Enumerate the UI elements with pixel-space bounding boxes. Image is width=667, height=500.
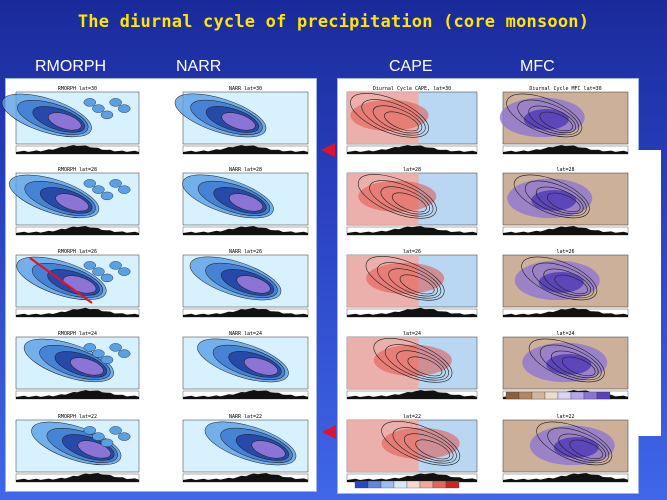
mfc-panel-label: lat=24	[556, 331, 574, 337]
side-strip	[636, 150, 661, 436]
rmorph-panel-label: RMORPH lat=22	[58, 414, 97, 420]
cape-panel-2: lat=26	[346, 249, 478, 318]
mfc-panel-4: lat=22	[502, 414, 629, 483]
mfc-panel-label: lat=22	[556, 414, 574, 420]
mfc-panel-label: lat=28	[556, 167, 574, 173]
narr-panel-label: NARR lat=28	[229, 167, 262, 173]
cape-panel-label: lat=22	[403, 414, 421, 420]
mfc-panel-2: lat=26	[502, 249, 629, 318]
narr-panel-label: NARR lat=30	[229, 86, 262, 92]
rmorph-panel-label: RMORPH lat=30	[58, 86, 97, 92]
mfc-colorbar	[505, 391, 611, 400]
cape-panel-4: lat=22	[346, 414, 478, 483]
cape-panel-label: lat=28	[403, 167, 421, 173]
rmorph-panel-label: RMORPH lat=24	[58, 331, 97, 337]
rmorph-panel-label: RMORPH lat=26	[58, 249, 97, 255]
cape-panel-0: Diurnal Cycle CAPE, lat=30	[346, 86, 478, 155]
arrow-marker-top	[321, 143, 335, 157]
narr-panel-3: NARR lat=24	[182, 331, 309, 400]
narr-panel-4: NARR lat=22	[182, 414, 309, 483]
cape-panel-1: lat=28	[346, 167, 478, 236]
column-header-rmorph: RMORPH	[35, 58, 107, 75]
narr-panel-0: NARR lat=30	[174, 86, 309, 155]
column-header-cape: CAPE	[389, 58, 433, 75]
narr-panel-label: NARR lat=22	[229, 414, 262, 420]
cape-panel-label: lat=26	[403, 249, 421, 255]
cape-colorbar	[354, 480, 460, 489]
rmorph-panel-3: RMORPH lat=24	[15, 331, 140, 400]
column-header-mfc: MFC	[520, 58, 555, 75]
narr-panel-1: NARR lat=28	[182, 167, 309, 236]
rmorph-panel-1: RMORPH lat=28	[9, 167, 140, 236]
rmorph-propagation-line	[29, 257, 93, 304]
cape-panel-3: lat=24	[346, 331, 478, 400]
rmorph-panel-label: RMORPH lat=28	[58, 167, 97, 173]
narr-panel-label: NARR lat=24	[229, 331, 262, 337]
cape-panel-label: Diurnal Cycle CAPE, lat=30	[373, 86, 451, 92]
mfc-panel-3: lat=24	[502, 331, 629, 400]
rmorph-panel-4: RMORPH lat=22	[15, 414, 140, 483]
mfc-panel-label: Diurnal Cycle MFC lat=30	[529, 86, 601, 92]
mfc-panel-1: lat=28	[502, 167, 629, 236]
narr-panel-label: NARR lat=26	[229, 249, 262, 255]
arrow-marker-bottom	[322, 425, 336, 439]
slide-title: The diurnal cycle of precipitation (core…	[77, 12, 590, 32]
mfc-panel-label: lat=26	[556, 249, 574, 255]
rmorph-panel-0: RMORPH lat=30	[1, 86, 140, 155]
narr-panel-2: NARR lat=26	[182, 249, 309, 318]
column-header-narr: NARR	[176, 58, 222, 75]
mfc-panel-0: Diurnal Cycle MFC lat=30	[499, 86, 629, 155]
cape-panel-label: lat=24	[403, 331, 421, 337]
